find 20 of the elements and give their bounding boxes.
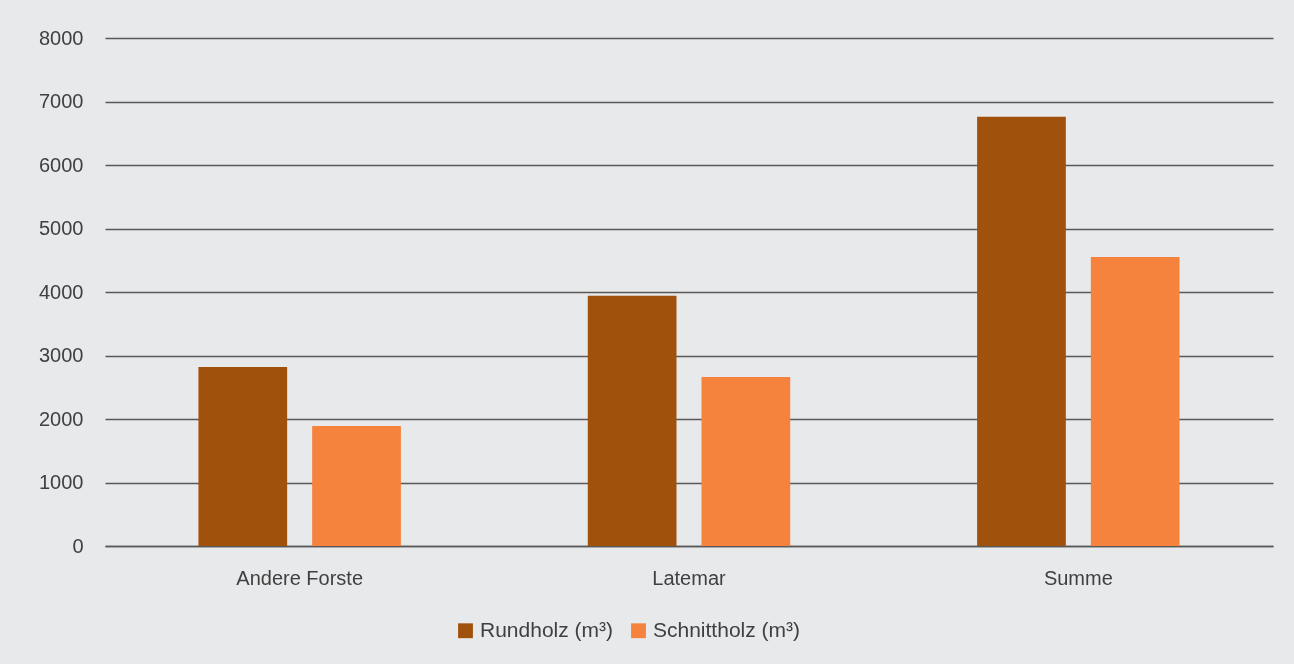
legend-label: Schnittholz (m³) bbox=[653, 617, 801, 641]
y-tick-label: 3000 bbox=[39, 344, 84, 366]
bar bbox=[587, 295, 677, 546]
y-tick-label: 4000 bbox=[39, 280, 84, 303]
x-tick-label: Latemar bbox=[652, 566, 727, 589]
bar bbox=[977, 116, 1066, 546]
y-tick-label: 8000 bbox=[39, 26, 84, 49]
y-tick-label: 7000 bbox=[39, 90, 84, 112]
y-tick-label: 6000 bbox=[39, 153, 84, 176]
bar bbox=[312, 425, 401, 546]
x-tick-label: Andere Forste bbox=[236, 566, 364, 589]
y-tick-label: 5000 bbox=[39, 217, 84, 239]
x-tick-label: Summe bbox=[1043, 566, 1113, 589]
bar bbox=[1090, 257, 1180, 546]
bar bbox=[701, 377, 791, 546]
legend-label: Rundholz (m³) bbox=[480, 617, 614, 641]
bar bbox=[198, 366, 288, 546]
y-tick-label: 2000 bbox=[39, 407, 84, 430]
y-tick-label: 1000 bbox=[39, 471, 84, 493]
y-tick-label: 0 bbox=[72, 534, 84, 557]
